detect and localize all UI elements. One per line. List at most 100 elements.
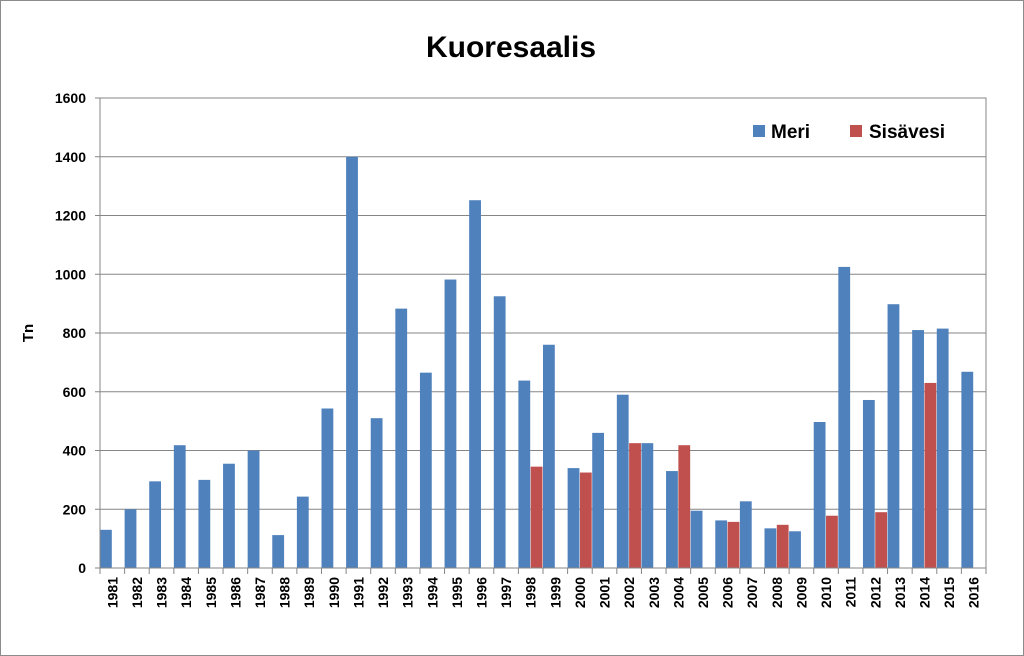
x-tick-label: 1999: [547, 577, 563, 608]
bar-meri-1987: [247, 450, 260, 568]
bar-meri-1996: [469, 200, 481, 568]
x-tick-label: 1984: [178, 577, 194, 608]
x-tick-label: 1994: [424, 577, 440, 608]
x-tick-label: 2009: [793, 577, 809, 608]
bar-sisvesi-2004: [678, 445, 691, 568]
bar-meri-2011: [838, 266, 851, 568]
bar-meri-2004: [666, 471, 678, 568]
x-tick-label: 1986: [227, 577, 243, 608]
x-tick-label: 2010: [818, 577, 834, 608]
bar-meri-2003: [641, 443, 654, 568]
bar-sisvesi-2000: [579, 472, 592, 568]
x-tick-label: 1990: [326, 577, 342, 608]
bar-meri-2010: [813, 422, 826, 568]
bar-meri-2013: [887, 304, 900, 568]
bar-meri-1997: [493, 296, 506, 568]
bar-meri-1993: [395, 308, 408, 568]
legend-swatch-meri: [753, 125, 765, 137]
x-tick-label: 1993: [400, 577, 416, 608]
bar-meri-1990: [321, 408, 334, 568]
axes: [99, 97, 987, 574]
legend-label-meri: Meri: [771, 122, 810, 143]
x-tick-label: 1985: [203, 577, 219, 608]
chart-title: Kuoresaalis: [426, 31, 596, 64]
y-tick-label: 1400: [55, 149, 86, 165]
x-tick-label: 2005: [695, 577, 711, 608]
x-tick-labels: 1981 1982 1983 1984 1985 1986 1987 1988 1989 1990…: [104, 577, 981, 608]
bar-meri-1999: [543, 344, 555, 568]
x-tick-label: 1981: [104, 577, 120, 608]
bar-meri-1981: [100, 529, 112, 568]
bar-meri-2007: [739, 501, 752, 568]
x-tick-label: 2002: [621, 577, 637, 608]
bar-meri-2002: [616, 394, 629, 568]
x-tick-label: 1998: [523, 577, 539, 608]
bar-meri-2006: [715, 520, 728, 568]
x-tick-label: 2006: [720, 577, 736, 608]
y-tick-label: 600: [63, 384, 87, 400]
x-tick-label: 1992: [375, 577, 391, 608]
x-tick-label: 2014: [916, 577, 932, 608]
x-tick-label: 2016: [966, 577, 982, 608]
x-tick-label: 1989: [301, 577, 317, 608]
x-tick-label: 2012: [867, 577, 883, 608]
bar-meri-2000: [567, 468, 580, 568]
bar-meri-2015: [936, 328, 949, 568]
bar-meri-2012: [862, 399, 875, 568]
x-tick-label: 1987: [252, 577, 268, 608]
x-tick-label: 1996: [473, 577, 489, 608]
legend-swatch-sisavesi: [850, 125, 862, 137]
x-tick-label: 2001: [597, 577, 613, 608]
x-tick-label: 2008: [769, 577, 785, 608]
y-tick-label: 1000: [55, 266, 86, 282]
bar-meri-1989: [296, 496, 309, 568]
y-tick-label: 400: [63, 443, 87, 459]
bar-sisvesi-2010: [826, 515, 838, 568]
bar-meri-2016: [961, 371, 974, 568]
bar-meri-1992: [370, 418, 383, 568]
bar-meri-1986: [223, 463, 235, 568]
bar-meri-1995: [444, 279, 457, 568]
bar-meri-2009: [789, 531, 801, 568]
bar-meri-1988: [272, 535, 285, 568]
bar-meri-1984: [173, 445, 186, 568]
y-tick-label: 0: [78, 560, 86, 576]
y-tick-labels: 0 200 400 600 800 1000 1200 1400 1600: [55, 90, 86, 576]
y-tick-label: 1200: [55, 208, 86, 224]
x-tick-label: 1995: [449, 577, 465, 608]
x-tick-label: 1983: [154, 577, 170, 608]
bar-sisvesi-2014: [924, 382, 937, 568]
x-tick-label: 2004: [670, 577, 686, 608]
x-tick-label: 2015: [941, 577, 957, 608]
bar-meri-1991: [346, 156, 358, 568]
bar-sisvesi-1998: [530, 466, 543, 568]
bar-meri-2001: [592, 432, 605, 568]
x-tick-label: 1997: [498, 577, 514, 608]
x-tick-label: 2007: [744, 577, 760, 608]
bar-sisvesi-2012: [875, 512, 888, 568]
bar-meri-2005: [690, 510, 703, 568]
x-tick-label: 2013: [892, 577, 908, 608]
bar-meri-2008: [764, 528, 777, 568]
x-tick-label: 1982: [129, 577, 145, 608]
x-tick-label: 1991: [350, 577, 366, 608]
x-tick-label: 2000: [572, 577, 588, 608]
bar-meri-1985: [198, 479, 211, 568]
bar-meri-1994: [419, 372, 432, 568]
bar-meri-1982: [124, 509, 137, 568]
bar-sisvesi-2002: [629, 443, 641, 568]
legend: Meri Sisävesi: [753, 122, 945, 143]
bar-meri-1998: [518, 380, 531, 568]
bar-meri-1983: [149, 481, 162, 568]
y-tick-label: 1600: [55, 90, 86, 106]
bar-sisvesi-2008: [776, 524, 789, 568]
bar-meri-2014: [912, 330, 924, 568]
x-tick-label: 1988: [277, 577, 293, 608]
bars: [100, 156, 974, 568]
y-tick-label: 200: [63, 501, 87, 517]
y-axis-label: Tn: [20, 324, 37, 342]
x-tick-label: 2003: [646, 577, 662, 608]
legend-label-sisavesi: Sisävesi: [869, 122, 945, 143]
